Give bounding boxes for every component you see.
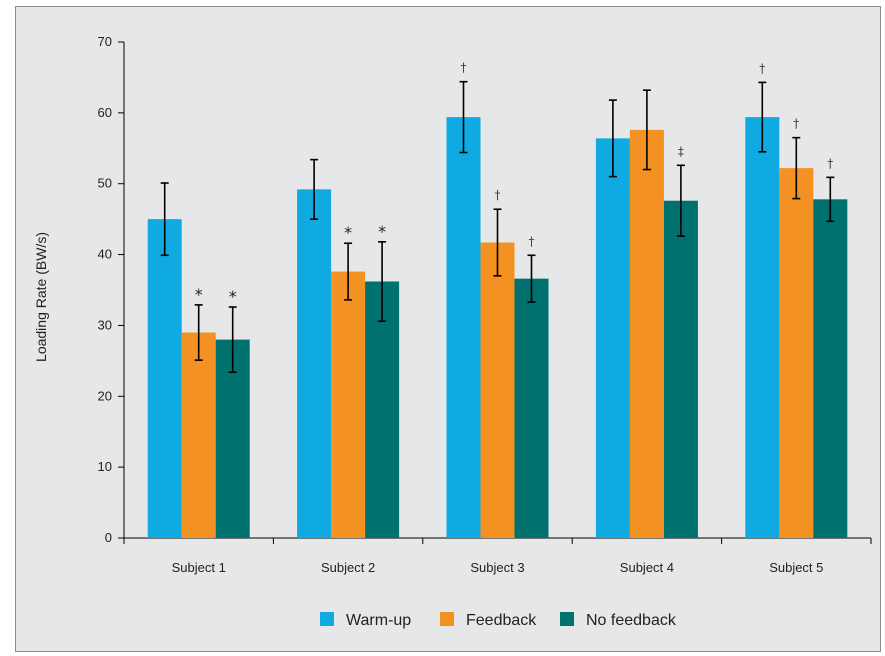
bar: [629, 129, 664, 538]
significance-mark: †: [759, 61, 765, 75]
legend-label: Feedback: [466, 612, 537, 629]
legend-label: Warm-up: [346, 612, 411, 629]
significance-mark: *: [195, 285, 203, 304]
bar: [813, 199, 848, 538]
significance-mark: †: [461, 61, 467, 75]
y-tick-label: 70: [98, 34, 112, 49]
significance-mark: *: [378, 222, 386, 241]
significance-mark: *: [344, 223, 352, 242]
y-tick-label: 50: [98, 176, 112, 191]
bar: [779, 168, 814, 538]
y-tick-label: 20: [98, 388, 112, 403]
bar: [745, 117, 780, 538]
significance-mark: ‡: [678, 144, 684, 158]
category-label: Subject 3: [470, 560, 524, 575]
legend-label: No feedback: [586, 612, 677, 629]
category-label: Subject 2: [321, 560, 375, 575]
bar: [297, 189, 332, 538]
category-label: Subject 1: [172, 560, 226, 575]
x-ticks: Subject 1 Subject 2 Subject 3 Subject 4 Subj…: [123, 538, 872, 575]
category-label: Subject 4: [620, 560, 674, 575]
significance-mark: †: [495, 188, 501, 202]
significance-mark: *: [229, 287, 237, 306]
legend-swatch: [560, 612, 574, 626]
bar: [331, 271, 366, 538]
bar: [365, 281, 400, 538]
chart-panel: Loading Rate (BW/s) 0 10 20 30 40 50 60 70 Subj…: [15, 6, 881, 652]
y-axis-title: Loading Rate (BW/s): [33, 232, 49, 362]
significance-mark: †: [827, 156, 833, 170]
y-tick-label: 60: [98, 105, 112, 120]
y-tick-label: 10: [98, 459, 112, 474]
legend: Warm-up Feedback No feedback: [320, 612, 677, 629]
significance-mark: †: [793, 117, 799, 131]
bar: [147, 219, 182, 538]
bar: [480, 242, 515, 539]
bar: [181, 332, 216, 538]
bars: † † * * † † * * † ‡ †: [147, 61, 848, 539]
legend-swatch: [440, 612, 454, 626]
y-tick-label: 40: [98, 247, 112, 262]
bar: [514, 278, 549, 538]
y-ticks: 0 10 20 30 40 50 60 70: [98, 34, 124, 545]
y-tick-label: 0: [105, 530, 112, 545]
y-tick-label: 30: [98, 317, 112, 332]
bar: [595, 138, 630, 538]
legend-swatch: [320, 612, 334, 626]
bar-chart: Loading Rate (BW/s) 0 10 20 30 40 50 60 70 Subj…: [33, 34, 872, 629]
significance-mark: †: [529, 234, 535, 248]
bar: [663, 200, 698, 538]
bar: [446, 117, 481, 538]
category-label: Subject 5: [769, 560, 823, 575]
